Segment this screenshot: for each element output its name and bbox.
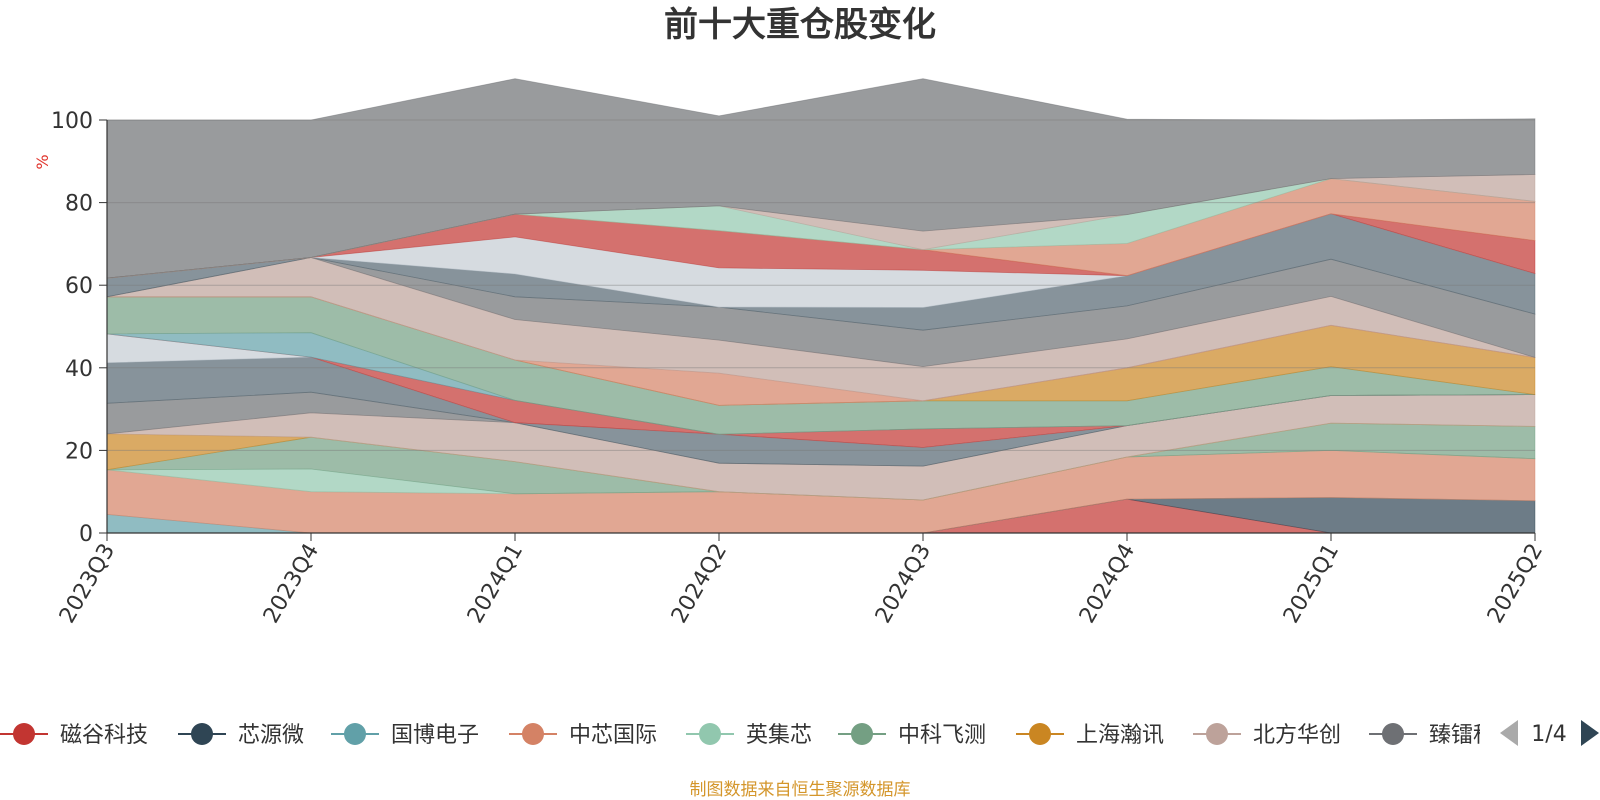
y-tick-label: 80: [65, 192, 93, 217]
y-tick-label: 20: [65, 439, 93, 464]
legend-item[interactable]: 磁谷科技: [0, 723, 148, 748]
legend-next-icon[interactable]: [1581, 720, 1599, 746]
legend-marker: [1206, 723, 1228, 745]
data-source-note: 制图数据来自恒生聚源数据库: [690, 780, 911, 800]
chart-title: 前十大重仓股变化: [664, 5, 936, 45]
legend-marker: [1029, 723, 1051, 745]
legend-item[interactable]: 芯源微: [178, 723, 304, 748]
x-tick-label: 2025Q2: [1483, 540, 1548, 628]
legend-item[interactable]: 臻镭科技: [1369, 723, 1517, 748]
legend-label: 芯源微: [238, 723, 304, 748]
legend-marker: [522, 723, 544, 745]
legend-label: 中芯国际: [569, 723, 657, 748]
legend-prev-icon[interactable]: [1500, 720, 1518, 746]
legend-marker: [851, 723, 873, 745]
y-tick-label: 100: [51, 109, 93, 134]
legend-label: 北方华创: [1253, 723, 1341, 748]
legend-marker: [699, 723, 721, 745]
y-tick-label: 0: [79, 522, 93, 547]
legend-marker: [13, 723, 35, 745]
x-tick-label: 2023Q4: [259, 540, 324, 628]
legend-marker: [344, 723, 366, 745]
x-tick-label: 2023Q3: [55, 540, 120, 628]
y-axis-unit: %: [33, 154, 52, 169]
x-tick-label: 2024Q3: [871, 540, 936, 628]
legend-marker: [191, 723, 213, 745]
axes: [106, 120, 1535, 534]
x-tick-labels: 2023Q3 2023Q4 2024Q1 2024Q2 2024Q3 2024Q4 2025…: [55, 533, 1548, 628]
legend-item[interactable]: 国博电子: [331, 723, 479, 748]
y-tick-label: 60: [65, 274, 93, 299]
legend-item[interactable]: 北方华创: [1193, 723, 1341, 748]
legend-item[interactable]: 中科飞测: [838, 723, 986, 748]
legend-label: 国博电子: [391, 723, 479, 748]
stacked-areas: [106, 78, 1536, 534]
legend-item[interactable]: 英集芯: [686, 723, 812, 748]
legend-label: 上海瀚讯: [1076, 723, 1164, 748]
x-tick-label: 2025Q1: [1279, 540, 1344, 628]
legend-pager[interactable]: 1/4: [1500, 720, 1599, 747]
legend-label: 中科飞测: [898, 723, 986, 748]
x-tick-label: 2024Q4: [1075, 540, 1140, 628]
x-tick-label: 2024Q2: [667, 540, 732, 628]
legend-label: 臻镭科技: [1429, 723, 1517, 748]
legend-items: 磁谷科技 芯源微 国博电子 中芯国际 英集芯 中科飞测 上海瀚讯 北方华创 臻镭科技: [0, 723, 1517, 748]
grid-lines: [99, 119, 1535, 534]
area-series-26: [106, 78, 1536, 279]
legend[interactable]: 磁谷科技 芯源微 国博电子 中芯国际 英集芯 中科飞测 上海瀚讯 北方华创 臻镭科技: [0, 723, 1517, 748]
legend-label: 英集芯: [746, 723, 812, 748]
y-tick-label: 40: [65, 357, 93, 382]
legend-item[interactable]: 中芯国际: [509, 723, 657, 748]
legend-page-indicator: 1/4: [1531, 722, 1566, 747]
y-tick-labels: 0 20 40 60 80 100: [51, 109, 93, 547]
legend-item[interactable]: 上海瀚讯: [1016, 723, 1164, 748]
legend-marker: [1382, 723, 1404, 745]
legend-label: 磁谷科技: [60, 723, 148, 748]
x-tick-label: 2024Q1: [463, 540, 528, 628]
